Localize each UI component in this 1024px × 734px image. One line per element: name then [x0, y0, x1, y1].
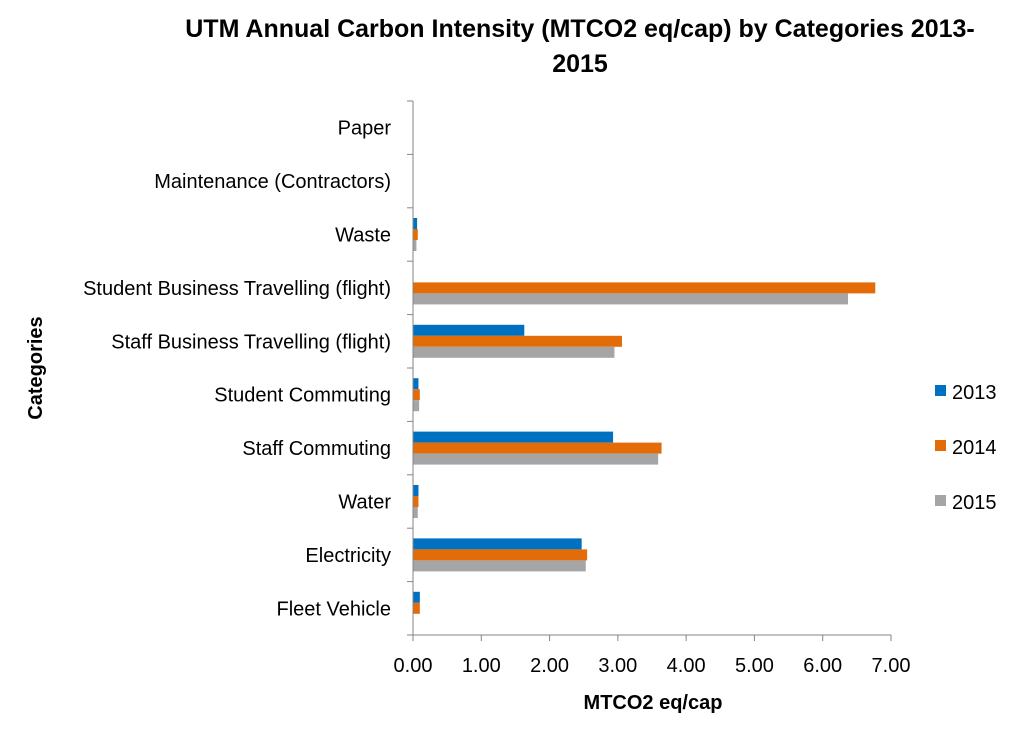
- bar-2014-8: [413, 549, 588, 561]
- legend-swatch-2014: [935, 440, 946, 451]
- x-tick-label: 5.00: [735, 655, 774, 677]
- bar-2013-5: [413, 378, 419, 390]
- bar-2015-8: [413, 560, 586, 572]
- bar-2014-2: [413, 229, 418, 240]
- category-labels: Paper Maintenance (Contractors) Waste Stude…: [83, 118, 391, 621]
- bar-2013-6: [413, 431, 614, 443]
- x-axis-title: MTCO2 eq/cap: [584, 692, 723, 714]
- x-tick-labels: 0.00 1.00 2.00 3.00 4.00 5.00 6.00 7.00: [394, 655, 911, 677]
- x-tick-label: 0.00: [394, 655, 433, 677]
- category-label: Waste: [335, 225, 391, 247]
- category-label: Staff Business Travelling (flight): [111, 331, 391, 353]
- category-label: Electricity: [305, 545, 391, 567]
- bar-2014-3: [413, 282, 876, 294]
- legend-label-2015: 2015: [952, 492, 997, 514]
- chart-title: UTM Annual Carbon Intensity (MTCO2 eq/ca…: [185, 15, 975, 78]
- x-tick-label: 1.00: [462, 655, 501, 677]
- x-tick-label: 2.00: [530, 655, 569, 677]
- category-label: Maintenance (Contractors): [154, 171, 391, 193]
- bar-2013-9: [413, 591, 420, 603]
- axes-group: [407, 100, 892, 641]
- bar-2015-6: [413, 453, 659, 465]
- bar-2015-5: [413, 400, 420, 412]
- bars-group: [413, 218, 876, 614]
- bar-2015-3: [413, 293, 848, 305]
- bar-2013-8: [413, 538, 582, 550]
- bar-2015-7: [413, 507, 418, 518]
- y-axis-title: Categories: [25, 316, 47, 419]
- bar-2015-4: [413, 346, 615, 358]
- bar-2014-6: [413, 442, 662, 454]
- x-tick-label: 6.00: [803, 655, 842, 677]
- bar-2013-2: [413, 218, 418, 229]
- bar-2013-7: [413, 485, 419, 496]
- legend-label-2014: 2014: [952, 437, 997, 459]
- category-label: Student Business Travelling (flight): [83, 278, 391, 300]
- category-label: Water: [338, 492, 391, 514]
- category-label: Student Commuting: [214, 385, 391, 407]
- legend-swatch-2015: [935, 495, 946, 506]
- bar-2014-4: [413, 335, 622, 347]
- x-tick-label: 7.00: [872, 655, 911, 677]
- category-label: Paper: [338, 118, 392, 140]
- legend-swatch-2013: [935, 385, 946, 396]
- bar-2015-2: [413, 240, 417, 251]
- category-label: Staff Commuting: [242, 438, 391, 460]
- bar-2014-7: [413, 496, 419, 507]
- bar-2014-9: [413, 602, 420, 614]
- x-tick-label: 3.00: [598, 655, 637, 677]
- legend: 2013 2014 2015: [935, 382, 997, 514]
- bar-2013-4: [413, 324, 525, 336]
- bar-2014-5: [413, 389, 420, 401]
- category-label: Fleet Vehicle: [276, 598, 391, 620]
- x-tick-label: 4.00: [667, 655, 706, 677]
- legend-label-2013: 2013: [952, 382, 997, 404]
